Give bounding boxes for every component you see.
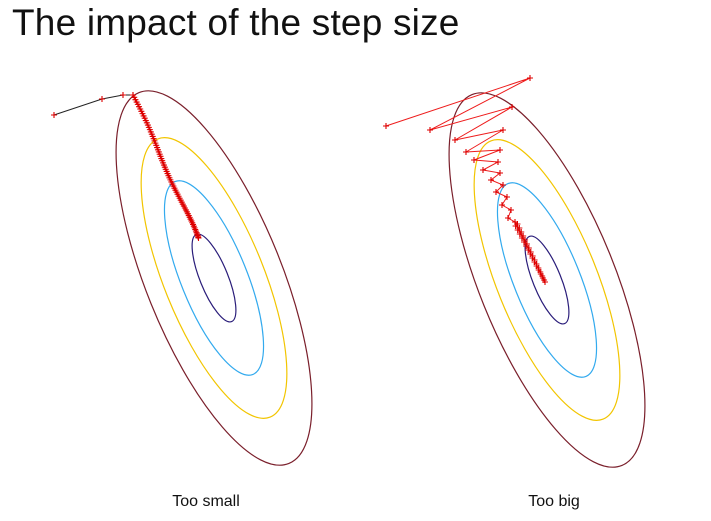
iterate-marker — [514, 227, 521, 233]
contour-cyan — [163, 180, 265, 376]
contour-yellow — [473, 139, 621, 421]
iterate-marker — [497, 147, 503, 153]
iterate-marker — [452, 137, 458, 143]
caption-too-big: Too big — [528, 493, 580, 510]
iterate-marker — [120, 92, 126, 98]
iterate-marker — [542, 279, 548, 285]
iterate-marker — [195, 235, 202, 241]
contour-outer — [448, 92, 646, 468]
caption-too-small: Too small — [172, 493, 240, 510]
iterate-marker — [499, 202, 505, 208]
iterate-marker — [512, 223, 519, 229]
right-panel-too-big — [383, 75, 646, 468]
descent-path-initial — [53, 94, 133, 116]
contour-cyan — [496, 182, 598, 378]
left-panel-too-small — [51, 90, 313, 466]
iterate-marker — [471, 157, 477, 163]
iterate-marker — [505, 215, 511, 221]
iterate-marker — [488, 177, 494, 183]
iterate-marker — [480, 167, 486, 173]
contour-outer — [115, 90, 313, 466]
iterate-marker — [527, 75, 533, 81]
iterate-marker — [504, 194, 510, 200]
iterate-marker — [495, 159, 501, 165]
iterate-marker — [99, 96, 105, 102]
iterate-marker — [427, 127, 433, 133]
iterate-marker — [500, 182, 506, 188]
contour-yellow — [140, 137, 288, 419]
iterate-marker — [383, 123, 389, 129]
iterate-marker — [493, 189, 499, 195]
slide-title: The impact of the step size — [12, 2, 460, 43]
iterate-marker — [500, 127, 506, 133]
iterate-marker — [508, 207, 514, 213]
iterate-marker — [51, 112, 57, 118]
iterate-marker — [518, 235, 525, 241]
contour-inner — [524, 235, 570, 325]
iterate-marker — [509, 104, 515, 110]
iterate-marker — [463, 149, 469, 155]
iterate-marker — [497, 170, 503, 176]
iterate-marker — [516, 231, 523, 237]
